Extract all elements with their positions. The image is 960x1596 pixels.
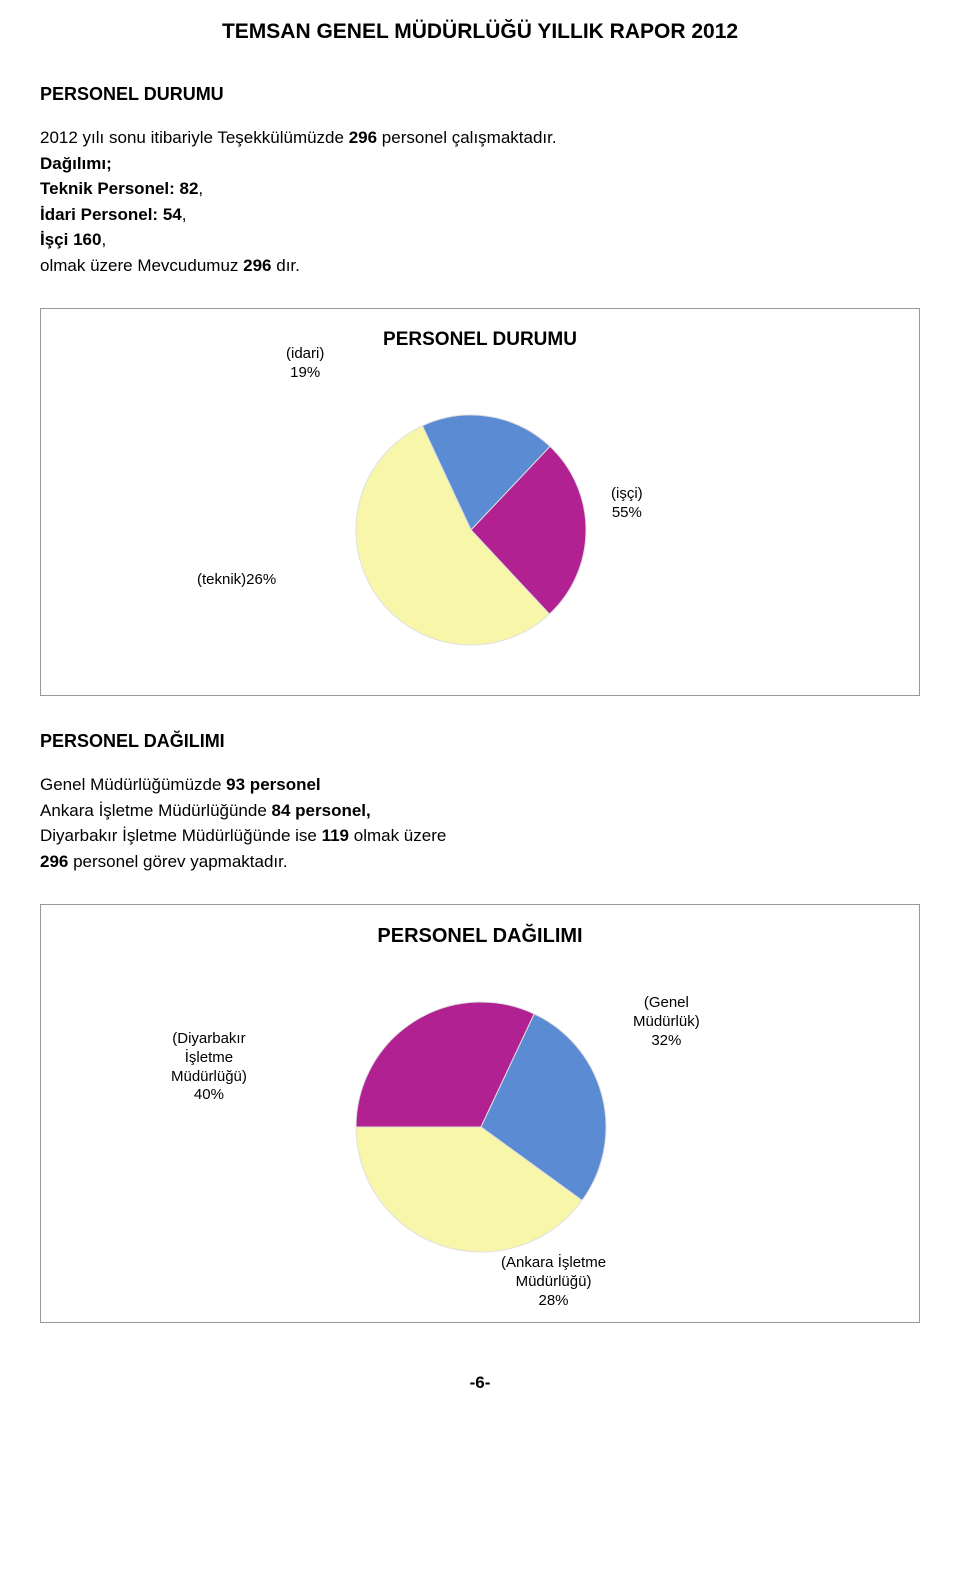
s2-l4b: personel görev yapmaktadır. bbox=[73, 852, 288, 871]
section1-text: 2012 yılı sonu itibariyle Teşekkülümüzde… bbox=[40, 125, 920, 278]
s1-l6a: olmak üzere Mevcudumuz bbox=[40, 256, 243, 275]
s2-l4a: 296 bbox=[40, 852, 73, 871]
s1-l1c: personel çalışmaktadır. bbox=[382, 128, 557, 147]
s2-l3b: 119 bbox=[322, 826, 354, 845]
pie-svg bbox=[71, 355, 889, 665]
s1-l5a: İşçi 160 bbox=[40, 230, 101, 249]
chart2: (GenelMüdürlük)32%(Ankara İşletmeMüdürlü… bbox=[71, 952, 889, 1292]
s1-l5b: , bbox=[101, 230, 106, 249]
s2-l3c: olmak üzere bbox=[354, 826, 447, 845]
page-title: TEMSAN GENEL MÜDÜRLÜĞÜ YILLIK RAPOR 2012 bbox=[40, 20, 920, 44]
s2-l3a: Diyarbakır İşletme Müdürlüğünde ise bbox=[40, 826, 322, 845]
s1-l6b: 296 bbox=[243, 256, 276, 275]
s1-l1b: 296 bbox=[349, 128, 382, 147]
s1-l3a: Teknik Personel: 82 bbox=[40, 179, 198, 198]
section2-text: Genel Müdürlüğümüzde 93 personel Ankara … bbox=[40, 772, 920, 874]
slice-label-teknik: (teknik)26% bbox=[197, 571, 276, 590]
s1-l6c: dır. bbox=[276, 256, 300, 275]
s2-l1b: 93 personel bbox=[226, 775, 321, 794]
s1-l1a: 2012 yılı sonu itibariyle Teşekkülümüzde bbox=[40, 128, 349, 147]
slice-label-idari: (idari)19% bbox=[286, 345, 324, 383]
s1-l2: Dağılımı; bbox=[40, 154, 112, 173]
chart2-box: PERSONEL DAĞILIMI (GenelMüdürlük)32%(Ank… bbox=[40, 904, 920, 1323]
s2-l2a: Ankara İşletme Müdürlüğünde bbox=[40, 801, 272, 820]
slice-label-ankara: (Ankara İşletmeMüdürlüğü)28% bbox=[501, 1254, 606, 1310]
section2-heading: PERSONEL DAĞILIMI bbox=[40, 731, 920, 752]
chart1-title: PERSONEL DURUMU bbox=[71, 329, 889, 351]
s1-l4b: , bbox=[182, 205, 187, 224]
section1-heading: PERSONEL DURUMU bbox=[40, 84, 920, 105]
slice-label-isci: (işçi)55% bbox=[611, 485, 643, 523]
s2-l2b: 84 personel, bbox=[272, 801, 371, 820]
s2-l1a: Genel Müdürlüğümüzde bbox=[40, 775, 226, 794]
slice-label-diyarbakir: (DiyarbakırİşletmeMüdürlüğü)40% bbox=[171, 1030, 247, 1105]
page-number: -6- bbox=[40, 1373, 920, 1393]
slice-label-genel: (GenelMüdürlük)32% bbox=[633, 994, 700, 1050]
s1-l3b: , bbox=[198, 179, 203, 198]
s1-l4a: İdari Personel: 54 bbox=[40, 205, 182, 224]
chart2-title: PERSONEL DAĞILIMI bbox=[71, 925, 889, 948]
pie-svg bbox=[71, 952, 889, 1292]
chart1: (idari)19%(teknik)26%(işçi)55% bbox=[71, 355, 889, 665]
chart1-box: PERSONEL DURUMU (idari)19% (teknik)26% (iş… bbox=[40, 308, 920, 696]
